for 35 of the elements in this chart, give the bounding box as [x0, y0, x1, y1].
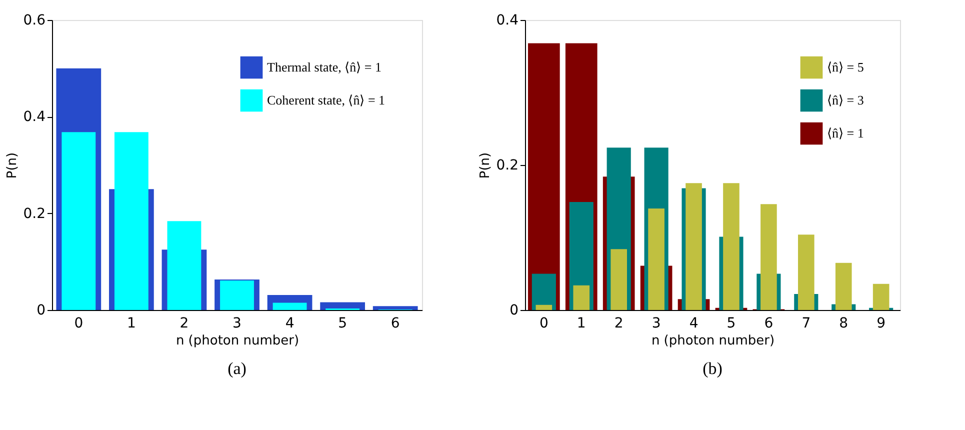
text: (b): [702, 359, 722, 378]
x-tick-label: 2: [614, 316, 624, 332]
x-tick-label: 6: [764, 316, 774, 332]
y-tick-label: 0.6: [23, 12, 46, 28]
x-tick-label: 1: [576, 316, 586, 332]
y-tick-label: 0: [36, 302, 46, 318]
y-tick-label: 0: [510, 302, 518, 318]
legend-label: ⟨n̂⟩ = 5: [827, 60, 864, 74]
x-tick-label: 1: [126, 316, 136, 332]
legend-label: Coherent state, ⟨n̂⟩ = 1: [267, 92, 386, 108]
x-tick-label: 0: [74, 316, 84, 332]
x-axis-title: n (photon number): [176, 334, 300, 348]
x-tick-label: 5: [726, 316, 736, 332]
y-tick-label: 0.4: [496, 12, 519, 28]
x-tick-label: 3: [652, 316, 661, 332]
y-axis-title: P(n): [478, 152, 494, 179]
text: (a): [228, 359, 246, 378]
x-tick-label: 2: [180, 316, 189, 332]
x-tick-label: 7: [802, 316, 811, 332]
x-tick-label: 0: [539, 316, 548, 332]
x-tick-label: 9: [876, 316, 886, 332]
x-tick-label: 6: [390, 316, 400, 332]
legend-label: ⟨n̂⟩ = 1: [827, 126, 864, 140]
x-tick-label: 8: [839, 316, 848, 332]
legend-label: ⟨n̂⟩ = 3: [827, 92, 864, 108]
x-axis-title: n (photon number): [651, 334, 775, 348]
y-tick-label: 0.4: [23, 109, 46, 126]
x-tick-label: 4: [285, 316, 294, 332]
y-tick-label: 0.2: [23, 206, 46, 222]
x-tick-label: 4: [689, 316, 698, 332]
y-axis-title: P(n): [5, 152, 20, 179]
x-tick-label: 3: [232, 316, 242, 332]
x-tick-label: 5: [338, 316, 348, 332]
y-tick-label: 0.2: [496, 158, 518, 174]
legend-label: Thermal state, ⟨n̂⟩ = 1: [267, 60, 382, 74]
